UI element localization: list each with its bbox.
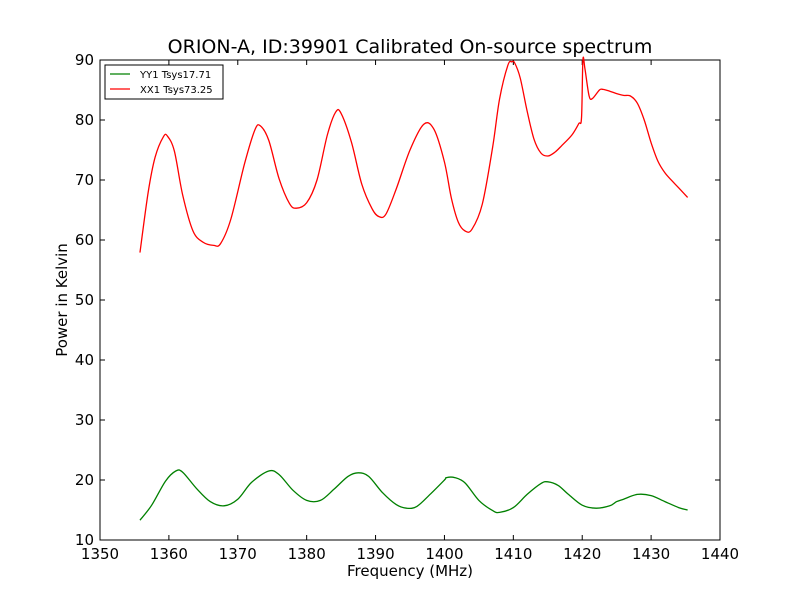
x-tick-label: 1360 (150, 545, 188, 563)
data-lines (139, 56, 689, 521)
legend-label-yy1: YY1 Tsys17.71 (139, 70, 211, 81)
x-tick-label: 1430 (632, 545, 670, 563)
x-tick-label: 1420 (563, 545, 601, 563)
x-tick-label: 1410 (494, 545, 532, 563)
x-tick-label: 1440 (701, 545, 739, 563)
series-line-yy1 (139, 469, 688, 521)
y-axis-label: Power in Kelvin (53, 243, 71, 357)
legend: YY1 Tsys17.71 XX1 Tsys73.25 (104, 64, 224, 100)
y-tick-label: 80 (75, 111, 94, 129)
y-tick-label: 50 (75, 291, 94, 309)
x-tick-label: 1390 (356, 545, 394, 563)
series-line-xx1 (139, 56, 689, 253)
x-tick-label: 1350 (81, 545, 119, 563)
chart-title: ORION-A, ID:39901 Calibrated On-source s… (168, 36, 653, 58)
x-tick-label: 1370 (219, 545, 257, 563)
y-tick-label: 30 (75, 411, 94, 429)
y-tick-label: 40 (75, 351, 94, 369)
x-tick-label: 1380 (288, 545, 326, 563)
y-tick-label: 70 (75, 171, 94, 189)
x-axis-label: Frequency (MHz) (347, 562, 473, 580)
x-tick-label: 1400 (425, 545, 463, 563)
y-tick-label: 20 (75, 471, 94, 489)
axis-ticks (99, 59, 721, 541)
y-tick-label: 90 (75, 51, 94, 69)
axis-tick-labels: 1350 1360 1370 1380 1390 1400 1410 1420 1430 1440… (75, 51, 739, 563)
y-tick-label: 60 (75, 231, 94, 249)
y-tick-label: 10 (75, 531, 94, 549)
legend-label-xx1: XX1 Tsys73.25 (140, 85, 213, 96)
legend-box (104, 64, 224, 100)
plot-area (99, 59, 721, 541)
